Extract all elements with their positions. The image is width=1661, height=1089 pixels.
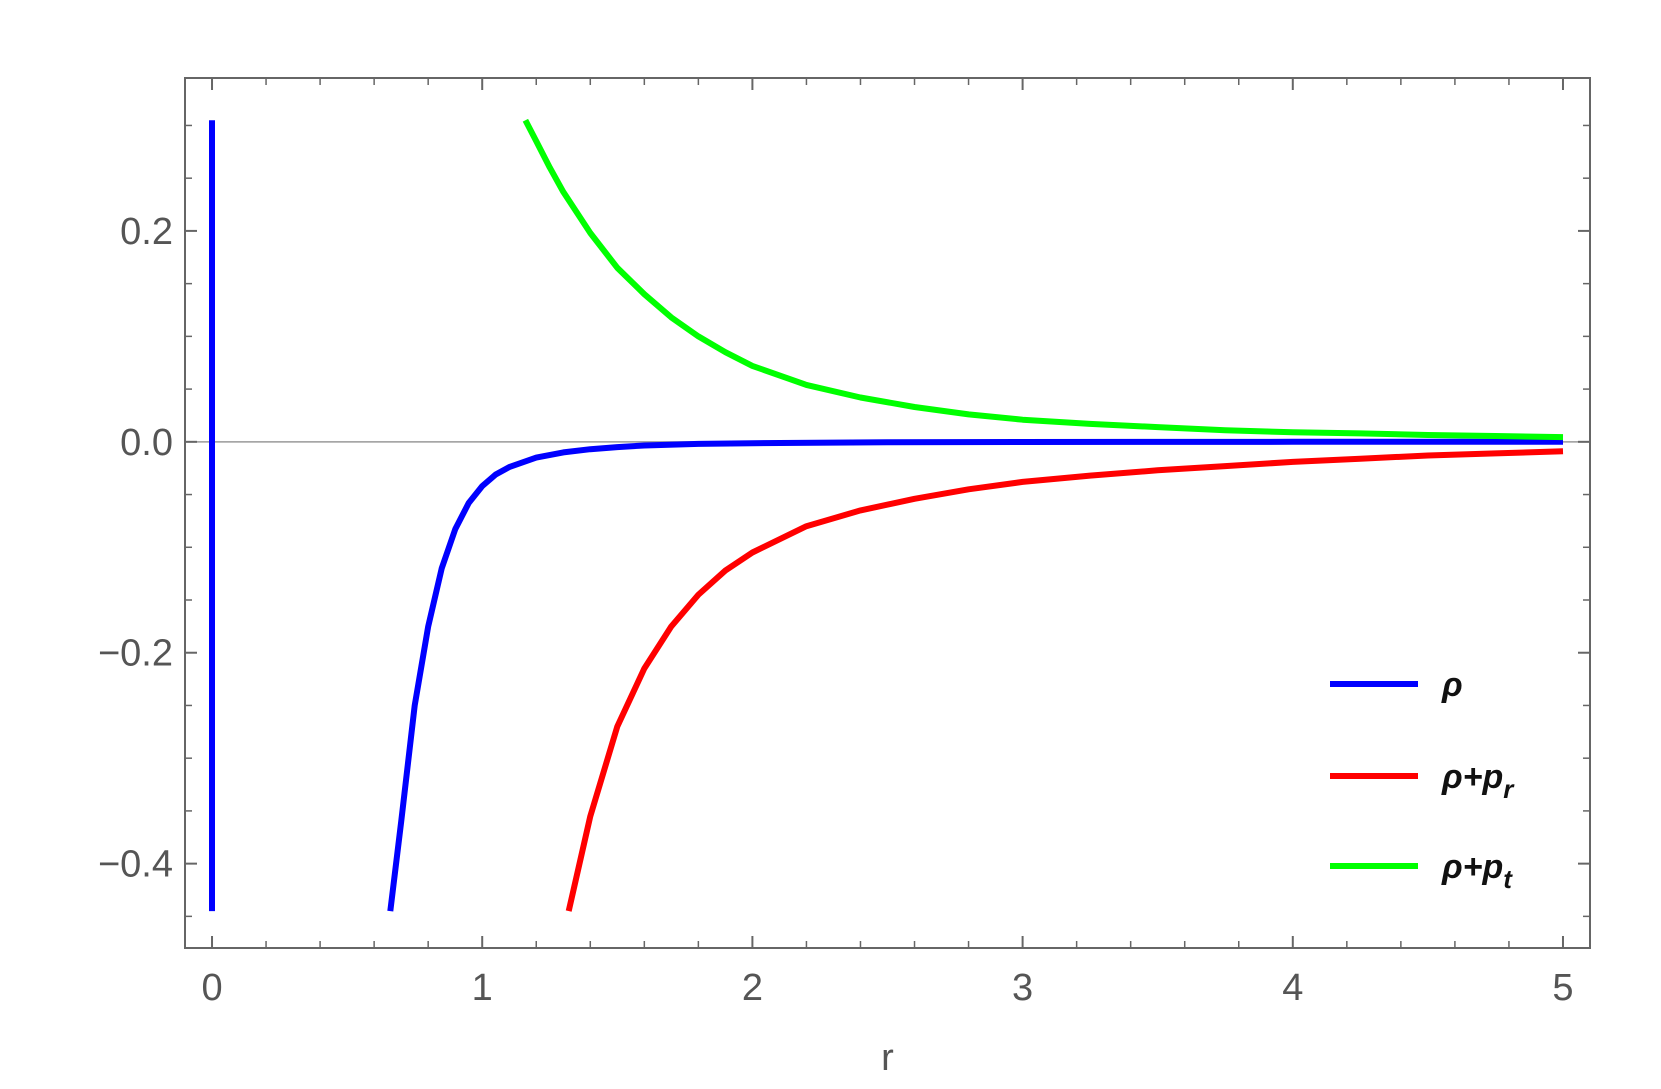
y-tick-label: −0.2 (98, 633, 173, 675)
series-line-1-segment-0 (565, 448, 1564, 912)
legend-label-base: ρ+p (1441, 758, 1503, 796)
y-tick-label: 0.0 (120, 422, 173, 464)
x-tick-label: 3 (1012, 967, 1033, 1009)
x-tick-label: 1 (472, 967, 493, 1009)
x-tick-label: 0 (201, 967, 222, 1009)
legend-label-1: ρ+pr (1441, 758, 1515, 804)
x-axis-label: r (881, 1037, 894, 1079)
legend-label-base: ρ (1441, 666, 1463, 704)
ticks-layer: 0 1 2 3 4 5 −0.4 −0.2 0.0 0.2 (98, 78, 1590, 1009)
legend-label-subscript: r (1503, 774, 1515, 804)
y-tick-label: −0.4 (98, 844, 173, 886)
legend-label-2: ρ+pt (1441, 848, 1513, 894)
y-tick-label: 0.2 (120, 211, 173, 253)
series-line-2-segment-0 (522, 118, 1564, 441)
x-tick-label: 5 (1552, 967, 1573, 1009)
x-tick-label: 4 (1282, 967, 1303, 1009)
x-tick-label: 2 (742, 967, 763, 1009)
series-line-0-segment-1 (387, 438, 1563, 912)
legend-label-base: ρ+p (1441, 848, 1503, 886)
legend-label-0: ρ (1441, 666, 1463, 704)
series-layer (209, 118, 1564, 912)
plot-frame (184, 77, 1591, 949)
legend: ρρ+prρ+pt (1330, 666, 1515, 894)
legend-label-subscript: t (1503, 864, 1513, 894)
